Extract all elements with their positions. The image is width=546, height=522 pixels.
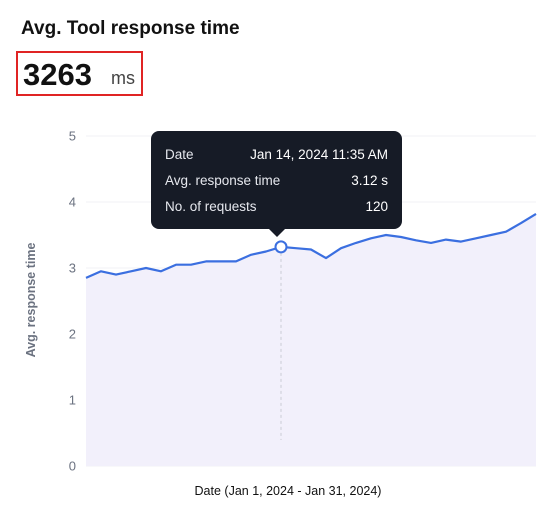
y-axis-label: Avg. response time [24, 243, 38, 358]
y-tick-label: 1 [69, 393, 76, 408]
metric-value: 3263 [23, 57, 92, 92]
y-tick-label: 5 [69, 129, 76, 144]
tooltip-key: Avg. response time [165, 173, 281, 188]
chart-tooltip: Date Jan 14, 2024 11:35 AM Avg. response… [151, 131, 402, 237]
y-tick-label: 3 [69, 261, 76, 276]
chart-series-line [85, 212, 537, 279]
hover-point [274, 240, 288, 254]
y-tick-label: 4 [69, 195, 76, 210]
chart-area-fill [86, 213, 536, 466]
tooltip-value: 120 [365, 199, 388, 214]
tooltip-key: No. of requests [165, 199, 257, 214]
x-axis-label: Date (Jan 1, 2024 - Jan 31, 2024) [195, 484, 382, 498]
tooltip-value: 3.12 s [351, 173, 388, 188]
y-tick-label: 0 [69, 459, 76, 474]
y-tick-label: 2 [69, 327, 76, 342]
metric-unit: ms [111, 68, 135, 88]
tooltip-arrow [269, 229, 285, 237]
metric-highlight-box: 3263 ms [16, 51, 143, 96]
page-title: Avg. Tool response time [21, 18, 240, 39]
tooltip-value: Jan 14, 2024 11:35 AM [250, 147, 388, 162]
tooltip-key: Date [165, 147, 194, 162]
